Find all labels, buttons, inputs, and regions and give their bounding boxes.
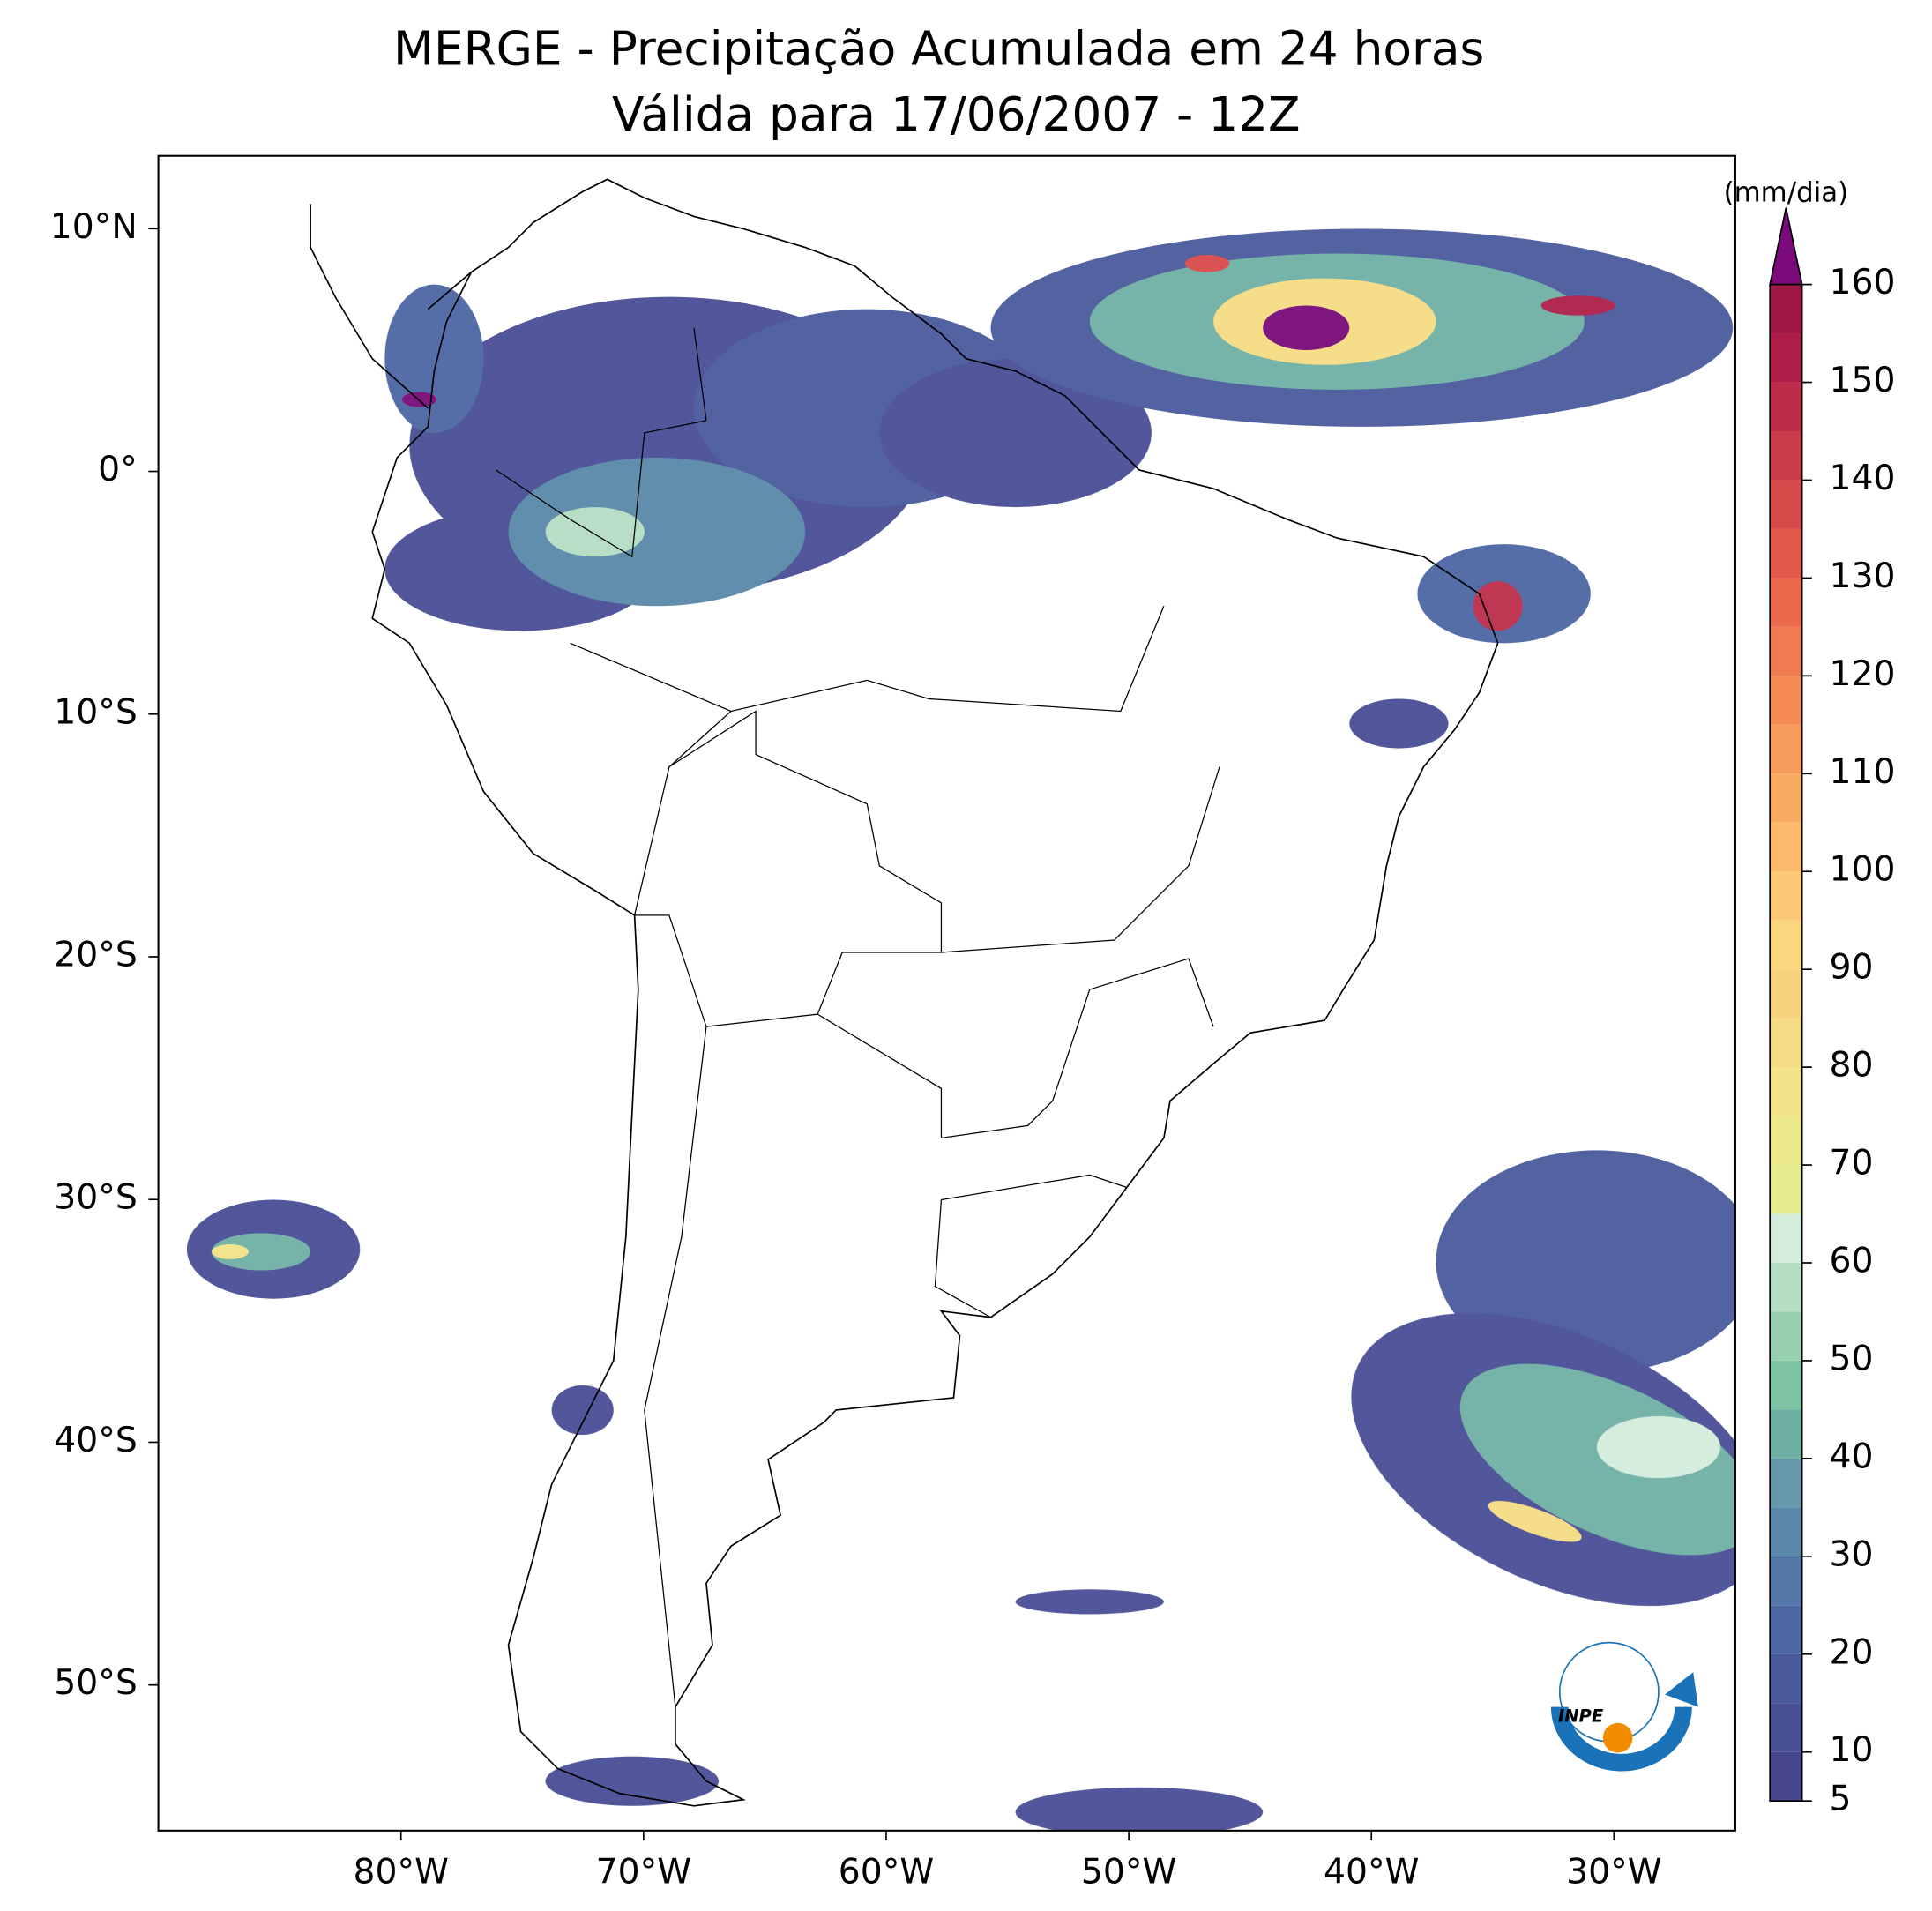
colorbar-band <box>1770 1409 1802 1459</box>
colorbar-band <box>1770 871 1802 921</box>
map-area <box>186 178 1735 1831</box>
logo: INPE <box>1550 1641 1698 1772</box>
colorbar-tick-label: 60 <box>1830 1241 1874 1280</box>
y-tick-label: 10°N <box>50 207 138 247</box>
subtitle: Válida para 17/06/2007 - 12Z <box>612 87 1300 142</box>
map-frame <box>157 154 1736 1832</box>
colorbar-tick-label: 40 <box>1830 1437 1874 1476</box>
colorbar-frame <box>1769 283 1803 1803</box>
colorbar-band <box>1770 676 1802 725</box>
colorbar-band <box>1770 1067 1802 1116</box>
colorbar-band <box>1770 1458 1802 1508</box>
colorbar-tick-label: 140 <box>1830 459 1896 498</box>
x-tick-label: 60°W <box>839 1852 934 1892</box>
colorbar-band <box>1770 1360 1802 1410</box>
colorbar-band <box>1770 1653 1802 1704</box>
colorbar-band <box>1770 480 1802 529</box>
colorbar-band <box>1770 822 1802 872</box>
colorbar-band <box>1770 1605 1802 1654</box>
colorbar-band <box>1770 1116 1802 1166</box>
borders <box>496 327 1220 1707</box>
colorbar-tick-label: 5 <box>1830 1780 1852 1819</box>
colorbar-tick-label: 120 <box>1830 654 1896 694</box>
colorbar-tick-label: 130 <box>1830 556 1896 596</box>
colorbar-band <box>1770 1556 1802 1606</box>
colorbar-band <box>1770 969 1802 1019</box>
x-tick-label: 50°W <box>1081 1852 1176 1892</box>
colorbar-band <box>1770 431 1802 481</box>
colorbar-tick-label: 30 <box>1830 1534 1874 1574</box>
title: MERGE - Precipitação Acumulada em 24 hor… <box>393 22 1484 77</box>
colorbar-band <box>1770 1311 1802 1361</box>
colorbar-extend <box>1769 207 1803 286</box>
y-tick-label: 10°S <box>54 692 138 732</box>
colorbar-label: (mm/dia) <box>1724 177 1849 209</box>
colorbar-band <box>1770 578 1802 627</box>
colorbar-tick-label: 90 <box>1830 948 1874 988</box>
x-tick-label: 40°W <box>1324 1852 1419 1892</box>
colorbar-band <box>1770 920 1802 970</box>
colorbar-tick-label: 110 <box>1830 752 1896 792</box>
colorbar-band <box>1770 528 1802 579</box>
colorbar-tick-label: 20 <box>1830 1632 1874 1672</box>
y-tick-label: 20°S <box>54 935 138 974</box>
coastline <box>310 178 1499 1807</box>
colorbar-tick-label: 70 <box>1830 1144 1874 1183</box>
colorbar-tick-label: 100 <box>1830 850 1896 890</box>
colorbar-band <box>1770 773 1802 823</box>
colorbar-band <box>1770 1213 1802 1263</box>
logo-text: INPE <box>1558 1706 1604 1726</box>
colorbar-band <box>1770 1703 1802 1752</box>
colorbar-band <box>1770 382 1802 432</box>
colorbar-band <box>1770 626 1802 676</box>
colorbar-tick-label: 150 <box>1830 361 1896 400</box>
colorbar-band <box>1770 333 1802 383</box>
x-tick-label: 70°W <box>596 1852 691 1892</box>
x-tick-label: 30°W <box>1566 1852 1661 1892</box>
colorbar-tick-label: 10 <box>1830 1730 1874 1770</box>
colorbar-band <box>1770 1262 1802 1312</box>
colorbar-tick-label: 80 <box>1830 1046 1874 1086</box>
colorbar-tick-label: 160 <box>1830 263 1896 302</box>
colorbar-band <box>1770 1507 1802 1556</box>
colorbar-band <box>1770 1751 1802 1802</box>
y-tick-label: 30°S <box>54 1178 138 1218</box>
y-tick-label: 0° <box>98 450 138 489</box>
precipitation-field <box>186 228 1735 1831</box>
colorbar-band <box>1770 284 1802 334</box>
colorbar-tick-label: 50 <box>1830 1339 1874 1378</box>
colorbar-band <box>1770 724 1802 774</box>
y-tick-label: 50°S <box>54 1663 138 1703</box>
x-tick-label: 80°W <box>354 1852 449 1892</box>
colorbar-band <box>1770 1018 1802 1068</box>
y-tick-label: 40°S <box>54 1421 138 1460</box>
colorbar-band <box>1770 1165 1802 1214</box>
